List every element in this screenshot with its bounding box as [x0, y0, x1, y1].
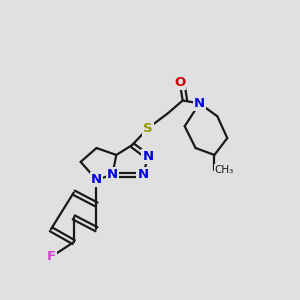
Text: N: N [194, 97, 205, 110]
Text: N: N [107, 168, 118, 181]
Text: F: F [46, 250, 56, 263]
Text: N: N [137, 168, 148, 181]
Text: N: N [142, 150, 154, 164]
Text: O: O [174, 76, 185, 89]
Text: S: S [143, 122, 153, 135]
Text: N: N [91, 173, 102, 186]
Text: CH₃: CH₃ [214, 165, 234, 175]
